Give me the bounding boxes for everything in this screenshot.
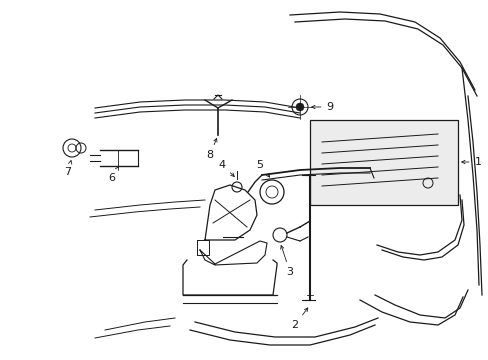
Text: 3: 3 (280, 246, 293, 277)
Bar (309, 120, 457, 205)
Text: 8: 8 (206, 139, 217, 160)
Text: 6: 6 (108, 167, 118, 183)
Text: 9: 9 (311, 102, 333, 112)
Text: 1: 1 (461, 157, 481, 167)
Text: 5: 5 (256, 160, 269, 177)
Text: 4: 4 (218, 160, 234, 176)
Text: 2: 2 (291, 308, 307, 330)
Text: 7: 7 (64, 161, 72, 177)
Circle shape (295, 103, 304, 111)
